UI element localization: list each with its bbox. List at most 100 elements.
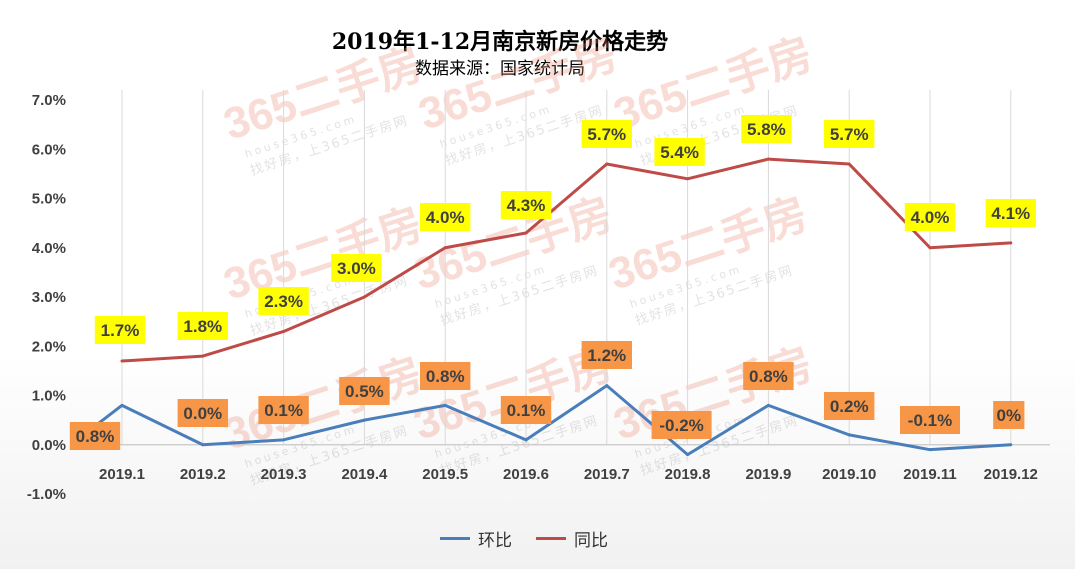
legend-item-yoy: 同比	[536, 526, 608, 551]
data-label-yoy-bg	[258, 287, 309, 315]
data-label-mom: 0.5%	[345, 382, 384, 401]
data-point	[605, 162, 609, 166]
y-tick-label: 4.0%	[32, 240, 66, 257]
data-label-yoy-bg	[500, 191, 552, 219]
legend-label-mom: 环比	[478, 531, 512, 551]
data-point	[847, 433, 851, 437]
data-label-mom-bg	[651, 411, 712, 439]
data-label-mom: 0.1%	[507, 401, 546, 420]
series-line	[121, 157, 1011, 363]
data-label-yoy-bg	[331, 254, 382, 282]
data-point	[524, 231, 528, 235]
data-label-yoy: 3.0%	[337, 259, 376, 278]
data-point	[201, 354, 205, 358]
data-label-yoy-bg	[741, 115, 792, 143]
legend-swatch-mom	[440, 537, 470, 540]
y-tick-label: 1.0%	[32, 388, 66, 405]
y-tick-label: -1.0%	[27, 486, 66, 503]
data-label-yoy: 5.4%	[660, 143, 699, 162]
data-point	[1009, 241, 1013, 245]
data-label-mom: 0.8%	[76, 427, 115, 446]
data-point	[605, 384, 609, 388]
data-point	[362, 295, 366, 299]
data-label-yoy-bg	[824, 120, 875, 148]
data-label-yoy: 4.0%	[911, 208, 950, 227]
data-point	[282, 329, 286, 333]
legend-label-yoy: 同比	[574, 531, 608, 551]
x-tick-label: 2019.12	[984, 466, 1038, 483]
data-label-yoy-bg	[985, 199, 1036, 227]
data-label-yoy-bg	[581, 120, 632, 148]
data-label-yoy: 4.1%	[991, 204, 1030, 223]
data-point	[686, 177, 690, 181]
x-tick-label: 2019.6	[503, 466, 549, 483]
data-point	[120, 403, 124, 407]
x-tick-label: 2019.5	[422, 466, 468, 483]
data-label-mom-bg	[177, 399, 228, 427]
data-point	[928, 246, 932, 250]
data-label-mom-bg	[69, 422, 121, 450]
data-point	[686, 453, 690, 457]
data-point	[362, 418, 366, 422]
data-point	[120, 359, 124, 363]
legend-swatch-yoy	[536, 537, 566, 540]
x-tick-label: 2019.10	[822, 466, 876, 483]
data-label-mom: 0.0%	[183, 404, 222, 423]
data-point	[443, 403, 447, 407]
data-label-yoy: 2.3%	[264, 292, 303, 311]
x-tick-label: 2019.2	[180, 466, 226, 483]
data-label-yoy: 5.7%	[587, 125, 626, 144]
legend-item-mom: 环比	[440, 526, 512, 551]
data-label-yoy-bg	[654, 138, 705, 166]
data-label-mom: 1.2%	[587, 346, 626, 365]
data-label-mom: 0.8%	[749, 367, 788, 386]
data-label-mom-bg	[993, 401, 1025, 429]
data-label-mom-bg	[743, 362, 794, 390]
data-label-yoy-bg	[904, 203, 956, 231]
data-label-yoy: 4.3%	[507, 196, 546, 215]
data-label-yoy-bg	[420, 203, 471, 231]
data-point	[928, 448, 932, 452]
data-label-mom-bg	[900, 406, 960, 434]
chart-title: 2019年1-12月南京新房价格走势	[331, 29, 669, 55]
data-point	[524, 438, 528, 442]
data-label-yoy-bg	[94, 316, 146, 344]
data-label-mom-bg	[581, 341, 632, 369]
x-tick-label: 2019.8	[665, 466, 711, 483]
data-label-yoy: 1.7%	[101, 321, 140, 340]
y-tick-label: 5.0%	[32, 191, 66, 208]
x-tick-label: 2019.4	[341, 466, 388, 483]
data-label-yoy: 5.8%	[747, 120, 786, 139]
y-tick-label: 0.0%	[32, 437, 66, 454]
data-label-yoy: 1.8%	[183, 317, 222, 336]
data-label-mom-bg	[258, 396, 309, 424]
data-label-mom: -0.1%	[908, 411, 952, 430]
data-label-mom-bg	[339, 377, 390, 405]
chart-subtitle: 数据来源：国家统计局	[415, 59, 585, 79]
data-label-yoy-bg	[177, 312, 228, 340]
x-tick-label: 2019.3	[261, 466, 307, 483]
x-tick-label: 2019.11	[903, 466, 956, 483]
y-tick-label: 7.0%	[32, 92, 66, 109]
data-label-mom-bg	[500, 396, 552, 424]
data-point	[766, 403, 770, 407]
data-label-mom: 0%	[997, 406, 1022, 425]
data-label-mom: 0.2%	[830, 397, 869, 416]
legend: 环比 同比	[440, 526, 622, 551]
data-label-yoy: 4.0%	[426, 208, 465, 227]
data-point	[201, 443, 205, 447]
x-tick-label: 2019.1	[99, 466, 145, 483]
x-tick-label: 2019.9	[745, 466, 791, 483]
data-point	[847, 162, 851, 166]
y-tick-label: 2.0%	[32, 338, 66, 355]
data-point	[443, 246, 447, 250]
data-label-mom: 0.8%	[426, 367, 465, 386]
data-label-mom-bg	[824, 392, 875, 420]
